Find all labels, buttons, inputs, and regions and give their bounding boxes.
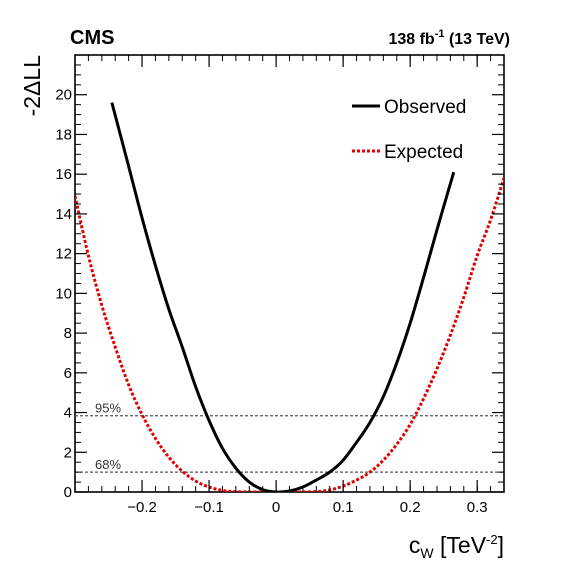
x-tick-label: 0 bbox=[272, 499, 280, 516]
y-tick-label: 4 bbox=[64, 405, 72, 422]
y-tick-label: 8 bbox=[64, 325, 72, 342]
x-tick-label: −0.2 bbox=[127, 499, 157, 516]
y-tick-label: 10 bbox=[55, 285, 72, 302]
y-tick-label: 14 bbox=[55, 206, 72, 223]
experiment-label: CMS bbox=[70, 27, 114, 49]
threshold-label: 95% bbox=[95, 401, 121, 416]
legend: Observed Expected bbox=[352, 97, 466, 163]
legend-observed-label: Observed bbox=[384, 97, 466, 118]
y-tick-label: 0 bbox=[64, 484, 72, 501]
expected-curve bbox=[75, 177, 504, 492]
y-tick-label: 6 bbox=[64, 365, 72, 382]
observed-curve bbox=[110, 102, 456, 492]
y-tick-label: 16 bbox=[55, 166, 72, 183]
x-axis-title: cW [TeV-2] bbox=[409, 532, 504, 561]
luminosity-label: 138 fb-1 (13 TeV) bbox=[388, 28, 510, 48]
x-tick-label: 0.2 bbox=[400, 499, 421, 516]
series-layer bbox=[75, 102, 504, 492]
axis-ticks: −0.2 −0.1 0 0.1 0.2 0.3 0 2 4 6 8 10 12 14 16 18 20 bbox=[55, 55, 505, 516]
y-tick-label: 12 bbox=[55, 246, 72, 263]
y-axis-title: -2ΔLL bbox=[19, 55, 45, 117]
x-tick-label: 0.1 bbox=[333, 499, 354, 516]
threshold-lines: 68% 95% bbox=[75, 401, 504, 473]
y-tick-label: 18 bbox=[55, 126, 72, 143]
x-tick-label: −0.1 bbox=[194, 499, 224, 516]
threshold-label: 68% bbox=[95, 457, 121, 472]
legend-expected-label: Expected bbox=[384, 142, 463, 163]
plot-frame bbox=[74, 54, 505, 493]
x-tick-label: 0.3 bbox=[467, 499, 488, 516]
y-tick-label: 2 bbox=[64, 444, 72, 461]
y-tick-label: 20 bbox=[55, 87, 72, 104]
